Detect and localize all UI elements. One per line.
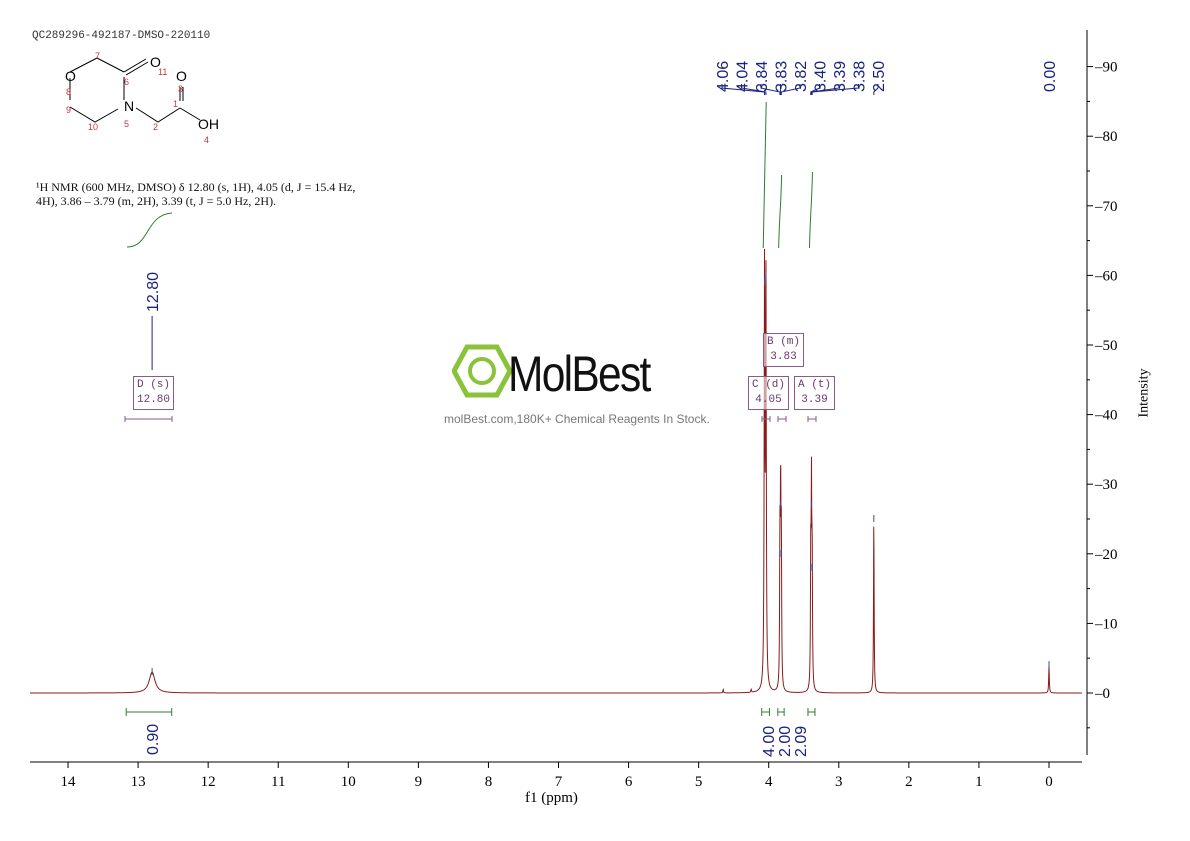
integral-bracket: [777, 708, 785, 716]
atom-label: O: [65, 68, 76, 84]
peak-label: 3.82: [793, 61, 810, 92]
atom-label: O: [150, 54, 161, 70]
x-tick-label: 14: [61, 774, 77, 790]
watermark-logo: MolBest: [508, 346, 651, 402]
x-axis-label: f1 (ppm): [525, 790, 578, 806]
x-tick-label: 12: [201, 774, 216, 790]
x-tick-label: 11: [271, 774, 285, 790]
multiplet-range: [777, 416, 787, 422]
peak-label-connector: [811, 84, 859, 95]
x-tick-label: 2: [905, 774, 913, 790]
integral-bracket: [125, 708, 173, 716]
peak-label: 3.38: [852, 61, 869, 92]
y-tick-label: –80: [1094, 129, 1118, 145]
y-tick-label: –90: [1094, 60, 1118, 76]
integral-bracket: [761, 708, 770, 716]
x-tick-label: 7: [555, 774, 563, 790]
multiplet-range: [124, 416, 173, 422]
multiplet-box-c: C (d) 4.05: [748, 376, 790, 410]
svg-text:7: 7: [95, 51, 100, 61]
peak-label: 4.06: [715, 61, 732, 92]
svg-text:3: 3: [178, 84, 183, 94]
integral-value: 2.00: [777, 726, 794, 757]
x-tick-label: 9: [415, 774, 423, 790]
y-tick-label: –10: [1094, 616, 1118, 632]
svg-text:8: 8: [66, 87, 71, 97]
svg-text:2: 2: [153, 122, 158, 132]
peak-label-connector: [810, 84, 840, 95]
integral-curve: [808, 171, 813, 249]
x-tick-label: 4: [765, 774, 773, 790]
x-tick-label: 5: [695, 774, 703, 790]
svg-text:5: 5: [124, 119, 129, 129]
multiplet-box-d: D (s) 12.80: [133, 376, 175, 410]
svg-text:1: 1: [173, 99, 178, 109]
integral-curve: [778, 174, 783, 249]
molbest-logo-icon: [452, 344, 512, 398]
x-tick-label: 8: [485, 774, 493, 790]
x-tick-label: 0: [1045, 774, 1053, 790]
peak-label: 3.83: [774, 61, 791, 92]
svg-text:9: 9: [66, 105, 71, 115]
peak-label-connector: [873, 84, 879, 95]
multiplet-box-b: B (m) 3.83: [763, 333, 805, 367]
spectrum-line: [30, 248, 1082, 694]
peak-label: 12.80: [145, 272, 162, 312]
peak-label-connector: [741, 84, 767, 95]
nmr-description: ¹H NMR (600 MHz, DMSO) δ 12.80 (s, 1H), …: [36, 180, 356, 208]
peak-label: 2.50: [871, 61, 888, 92]
integral-curve: [126, 212, 173, 248]
multiplet-box-a: A (t) 3.39: [794, 376, 836, 410]
integral-value: 0.90: [145, 724, 162, 755]
integral-value: 4.00: [761, 726, 778, 757]
integral-bracket: [807, 708, 816, 716]
x-tick-label: 6: [625, 774, 633, 790]
y-tick-label: –20: [1094, 547, 1118, 563]
peak-label-connector: [721, 84, 766, 95]
peak-label: 4.04: [735, 61, 752, 92]
chemical-structure: O N O O OH 7 6 8 9 10 5 2 13 4 11: [65, 51, 219, 145]
y-tick-label: –70: [1094, 199, 1118, 215]
multiplet-range: [761, 416, 771, 422]
atom-label: O: [176, 68, 187, 84]
svg-text:4: 4: [204, 135, 209, 145]
peak-label-connector: [780, 84, 801, 95]
x-tick-label: 3: [835, 774, 843, 790]
y-tick-label: –40: [1094, 408, 1118, 424]
x-tick-label: 10: [341, 774, 356, 790]
peak-label: 3.39: [832, 61, 849, 92]
integral-curve: [762, 101, 767, 249]
peak-label-connector: [810, 84, 820, 95]
sample-id: QC289296-492187-DMSO-220110: [32, 30, 211, 42]
atom-label: OH: [198, 116, 219, 132]
y-tick-label: –60: [1094, 268, 1118, 284]
svg-text:6: 6: [124, 77, 129, 87]
watermark-tagline: molBest.com,180K+ Chemical Reagents In S…: [444, 412, 710, 426]
peak-label: 3.84: [754, 61, 771, 92]
atom-label: N: [124, 98, 134, 114]
integral-value: 2.09: [793, 726, 810, 757]
peak-label-connector: [760, 84, 781, 95]
y-tick-label: –0: [1094, 686, 1110, 702]
y-tick-label: –50: [1094, 338, 1118, 354]
svg-text:10: 10: [88, 122, 98, 132]
peak-label: 0.00: [1042, 61, 1059, 92]
svg-text:11: 11: [158, 67, 167, 77]
x-tick-label: 13: [131, 774, 146, 790]
multiplet-range: [807, 416, 817, 422]
peak-label: 3.40: [813, 61, 830, 92]
y-tick-label: –30: [1094, 477, 1118, 493]
x-tick-label: 1: [975, 774, 983, 790]
y-axis-label: Intensity: [1136, 368, 1152, 418]
